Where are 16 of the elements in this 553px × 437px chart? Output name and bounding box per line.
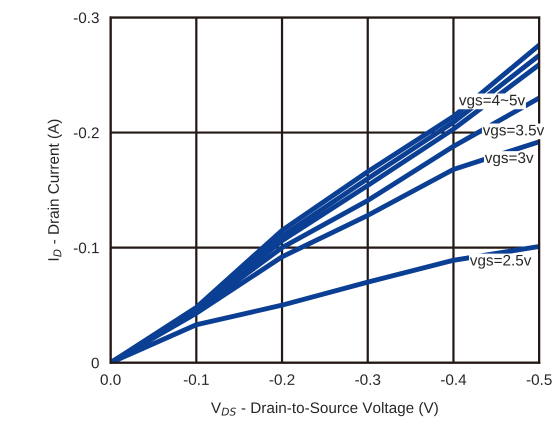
- annotation: vgs=2.5v: [470, 254, 532, 269]
- annotation: vgs=4~5v: [458, 94, 526, 108]
- y-axis-title: I$_{D}$ - Drain Current (A): [48, 120, 62, 260]
- y-tick-label: -0.2: [74, 127, 99, 138]
- x-tick-label: 0.0: [100, 374, 121, 386]
- annotation: vgs=3v: [484, 152, 534, 166]
- y-tick-label: -0.1: [74, 242, 99, 254]
- x-axis-title: V$_{DS}$ - Drain-to-Source Voltage (V): [210, 402, 438, 416]
- y-tick-label: 0: [92, 358, 99, 368]
- x-tick-label: -0.2: [270, 374, 294, 386]
- y-tick-label: -0.3: [74, 12, 99, 24]
- annotation: vgs=3.5v: [482, 124, 544, 139]
- x-tick-label: -0.1: [184, 374, 209, 386]
- x-tick-label: -0.5: [526, 374, 552, 386]
- x-tick-label: -0.4: [440, 374, 466, 386]
- x-tick-label: -0.3: [355, 374, 380, 386]
